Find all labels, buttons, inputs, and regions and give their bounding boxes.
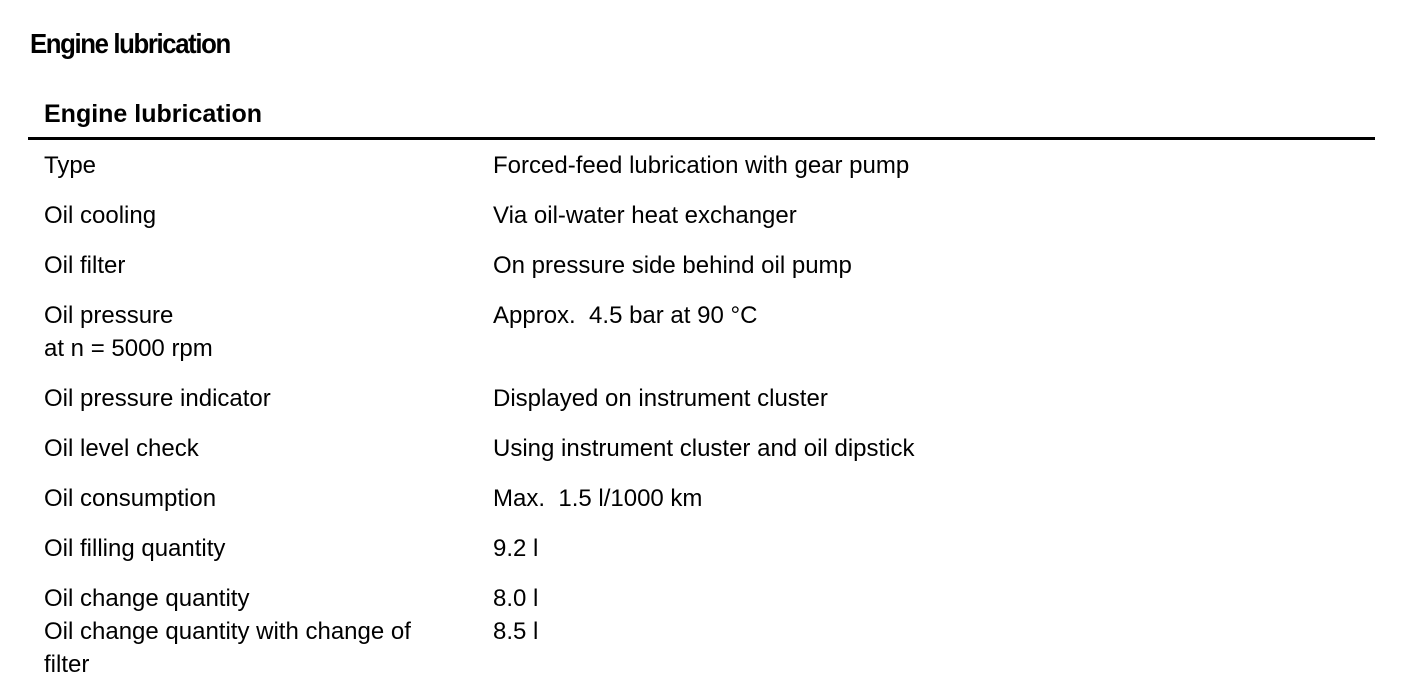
cell-line: 8.5 l — [493, 618, 539, 645]
table-row: Oil consumption Max. 1.5 l/1000 km — [0, 482, 1408, 532]
cell-line: 9.2 l — [493, 535, 539, 562]
cell-line: 8.0 l — [493, 585, 539, 612]
row-label: Type — [44, 149, 454, 182]
cell-line: Oil change quantity — [44, 585, 250, 612]
row-value: 8.0 l 8.5 l — [493, 582, 1293, 681]
table-row: Oil cooling Via oil-water heat exchanger — [0, 199, 1408, 249]
row-value: Displayed on instrument cluster — [493, 382, 1293, 415]
row-value: Max. 1.5 l/1000 km — [493, 482, 1293, 515]
row-value: Using instrument cluster and oil dipstic… — [493, 432, 1293, 465]
row-label: Oil pressure at n = 5000 rpm — [44, 299, 454, 365]
table-row: Oil filter On pressure side behind oil pu… — [0, 249, 1408, 299]
cell-line: Using instrument cluster and oil dipstic… — [493, 435, 915, 462]
table-row: Type Forced-feed lubrication with gear pu… — [0, 149, 1408, 199]
row-value: Approx. 4.5 bar at 90 °C — [493, 299, 1293, 365]
row-label: Oil consumption — [44, 482, 454, 515]
cell-line: Approx. 4.5 bar at 90 °C — [493, 302, 758, 329]
row-label: Oil cooling — [44, 199, 454, 232]
cell-line: Displayed on instrument cluster — [493, 385, 828, 412]
table-row: Oil filling quantity 9.2 l — [0, 532, 1408, 582]
document-title: Engine lubrication — [30, 28, 231, 59]
row-value: 9.2 l — [493, 532, 1293, 565]
cell-line: Oil level check — [44, 435, 199, 462]
cell-line: Oil filter — [44, 252, 126, 279]
row-label: Oil change quantity Oil change quantity w… — [44, 582, 454, 681]
row-value: Via oil-water heat exchanger — [493, 199, 1293, 232]
cell-line: Oil pressure — [44, 302, 174, 329]
row-label: Oil level check — [44, 432, 454, 465]
row-label: Oil filter — [44, 249, 454, 282]
cell-line: Forced-feed lubrication with gear pump — [493, 152, 910, 179]
cell-line: Max. 1.5 l/1000 km — [493, 485, 703, 512]
table-row: Oil pressure indicator Displayed on instr… — [0, 382, 1408, 432]
table-row: Oil pressure at n = 5000 rpm Approx. 4.5 b… — [0, 299, 1408, 382]
cell-line: On pressure side behind oil pump — [493, 252, 852, 279]
cell-line: Via oil-water heat exchanger — [493, 202, 797, 229]
row-value: On pressure side behind oil pump — [493, 249, 1293, 282]
cell-line: Oil cooling — [44, 202, 157, 229]
cell-line: Oil consumption — [44, 485, 217, 512]
table-row: Oil level check Using instrument cluster … — [0, 432, 1408, 482]
cell-line: Oil change quantity with change of filte… — [44, 618, 418, 678]
table-title: Engine lubrication — [44, 100, 263, 128]
header-rule — [28, 137, 1375, 140]
table-row: Oil change quantity Oil change quantity w… — [0, 582, 1408, 698]
cell-line: at n = 5000 rpm — [44, 335, 213, 362]
row-label: Oil filling quantity — [44, 532, 454, 565]
row-label: Oil pressure indicator — [44, 382, 454, 415]
table-body: Type Forced-feed lubrication with gear pu… — [0, 149, 1408, 698]
cell-line: Oil filling quantity — [44, 535, 226, 562]
cell-line: Oil pressure indicator — [44, 385, 271, 412]
row-value: Forced-feed lubrication with gear pump — [493, 149, 1293, 182]
cell-line: Type — [44, 152, 97, 179]
